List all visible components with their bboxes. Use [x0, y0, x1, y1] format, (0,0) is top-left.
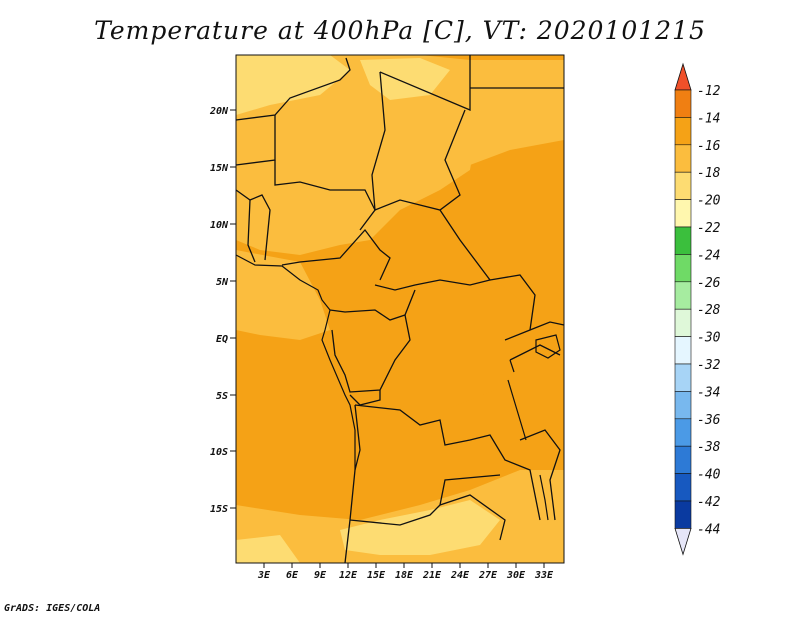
colorbar-swatch: [674, 445, 692, 474]
lat-tick-label: 5N: [216, 277, 229, 288]
colorbar-label: -34: [697, 385, 720, 400]
border-line: [374, 209, 492, 291]
lake-kivu: [509, 359, 515, 373]
lat-tick-label: 15S: [210, 504, 228, 515]
colorbar-swatch: [674, 199, 692, 228]
colorbar-swatch: [674, 226, 692, 255]
colorbar-label: -42: [697, 495, 721, 510]
lat-tick-label: EQ: [216, 334, 228, 345]
colorbar-swatch: [674, 117, 692, 146]
field-region-warm-east: [440, 140, 564, 300]
lake-malawi: [539, 474, 549, 521]
field-region-cool-northwest: [236, 55, 350, 115]
map-frame: [235, 54, 565, 564]
longitude-axis: 3E 6E 9E 12E 15E 18E 21E 24E 27E 30E 33E: [257, 563, 554, 581]
border-line: [329, 309, 411, 393]
colorbar-label: -40: [697, 468, 721, 483]
colorbar-label: -32: [697, 358, 721, 373]
lat-tick-label: 15N: [210, 163, 229, 174]
lake-tanganyika: [507, 379, 527, 441]
colorbar-label: -26: [697, 276, 721, 291]
lat-tick-label: 20N: [209, 106, 229, 117]
colorbar-label: -22: [697, 221, 721, 236]
lon-tick-label: 30E: [506, 570, 526, 581]
colorbar-swatch: [674, 500, 692, 529]
lon-tick-label: 21E: [422, 570, 442, 581]
lon-tick-label: 12E: [339, 570, 358, 581]
colorbar: -12 -14 -16 -18 -20 -22 -24 -26 -28 -30 -32 -34 -36 -…: [674, 62, 721, 556]
border-line: [404, 289, 416, 316]
colorbar-swatch: [674, 363, 692, 392]
border-line: [379, 55, 471, 111]
border-line: [519, 429, 561, 521]
colorbar-label: -36: [697, 413, 721, 428]
field-region-mid-north: [236, 55, 480, 255]
border-line: [247, 199, 256, 263]
lon-tick-label: 18E: [395, 570, 414, 581]
lon-tick-label: 15E: [367, 570, 386, 581]
colorbar-label: -16: [697, 139, 721, 154]
lon-tick-label: 24E: [450, 570, 470, 581]
border-line: [235, 189, 271, 261]
border-line: [349, 390, 381, 406]
colorbar-swatch: [674, 281, 692, 310]
border-line: [374, 109, 466, 211]
temperature-field: [236, 55, 564, 563]
colorbar-label: -20: [697, 194, 721, 209]
lat-tick-label: 10N: [210, 220, 229, 231]
border-line: [349, 474, 501, 526]
border-line: [504, 321, 565, 341]
field-region-warmest-center: [410, 290, 500, 370]
colorbar-label: -28: [697, 303, 721, 318]
colorbar-label: -12: [697, 84, 721, 99]
colorbar-swatch: [674, 391, 692, 420]
field-region-cool-north: [360, 58, 450, 100]
border-line: [439, 494, 506, 541]
colorbar-swatch: [674, 89, 692, 118]
border-line: [235, 57, 351, 121]
lakes: [507, 334, 561, 521]
colorbar-swatch: [674, 254, 692, 283]
colorbar-arrow-bottom: [674, 528, 692, 556]
border-line: [489, 274, 536, 331]
chart-title: Temperature at 400hPa [C], VT: 202010121…: [94, 16, 706, 45]
lat-tick-label: 5S: [216, 391, 228, 402]
coastline: [235, 254, 356, 470]
border-line: [281, 228, 391, 281]
colorbar-label: -30: [697, 331, 721, 346]
colorbar-arrow-top: [674, 62, 692, 91]
lon-tick-label: 27E: [478, 570, 498, 581]
field-region-mid-west: [236, 250, 330, 340]
border-line: [354, 404, 541, 521]
latitude-axis: 20N 15N 10N 5N EQ 5S 10S 15S: [209, 106, 236, 515]
field-region-cool-south: [340, 500, 500, 555]
colorbar-swatch: [674, 336, 692, 365]
lon-tick-label: 3E: [257, 570, 271, 581]
field-region-mid-east: [470, 60, 564, 165]
border-line: [509, 344, 561, 361]
colorbar-label: -44: [697, 522, 720, 537]
lat-tick-label: 10S: [210, 447, 228, 458]
lon-tick-label: 6E: [286, 570, 299, 581]
lon-ticks: [263, 563, 545, 568]
lon-tick-label: 33E: [534, 570, 554, 581]
border-line: [274, 160, 376, 211]
colorbar-swatch: [674, 418, 692, 447]
credit-label: GrADS: IGES/COLA: [4, 603, 101, 614]
colorbar-swatch: [674, 473, 692, 502]
colorbar-swatch: [674, 144, 692, 173]
border-line: [359, 71, 386, 231]
colorbar-label: -18: [697, 166, 721, 181]
colorbar-label: -38: [697, 440, 721, 455]
colorbar-label: -24: [697, 248, 720, 263]
field-region-cool-southwest: [236, 535, 300, 563]
lon-tick-label: 9E: [314, 570, 327, 581]
colorbar-swatch: [674, 171, 692, 200]
lake-victoria: [535, 334, 561, 359]
colorbar-swatch: [674, 308, 692, 337]
colorbar-label: -14: [697, 111, 720, 126]
